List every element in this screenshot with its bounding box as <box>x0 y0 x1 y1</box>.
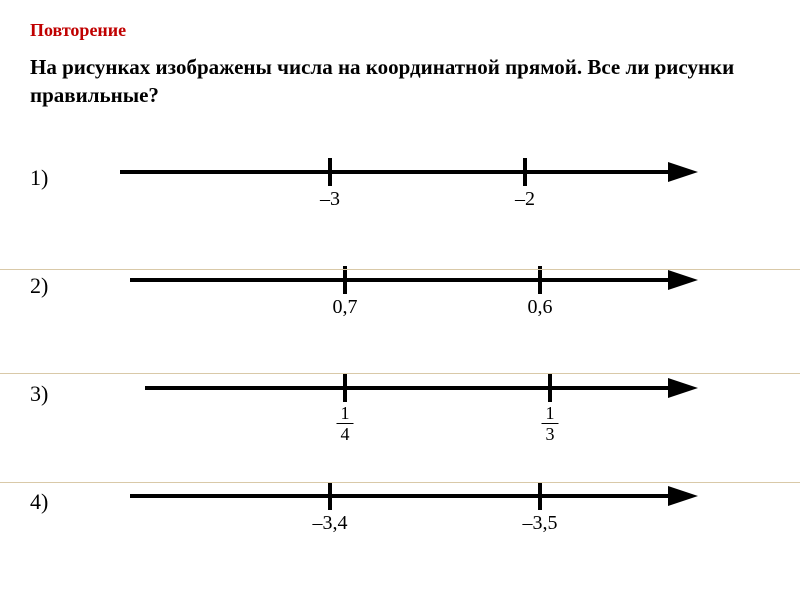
number-line-row: 2) 0,7 0,6 <box>30 248 770 348</box>
tick-label: –2 <box>515 188 535 211</box>
number-line-row: 3) 14 13 <box>30 356 770 456</box>
row-label: 1) <box>30 165 48 191</box>
number-lines-container: 1) –3 –2 2) 0,7 0,6 3) 14 13 4) –3,4 –3,5 <box>30 140 770 564</box>
tick-label: 0,6 <box>528 296 553 319</box>
tick-label: –3,4 <box>313 512 348 535</box>
divider-line <box>0 269 800 270</box>
divider-line <box>0 373 800 374</box>
divider-line <box>0 482 800 483</box>
fraction: 13 <box>542 404 559 443</box>
tick-label: 14 <box>337 402 354 443</box>
tick-label: 0,7 <box>333 296 358 319</box>
question-text: На рисунках изображены числа на координа… <box>30 53 770 110</box>
number-line <box>120 140 720 210</box>
row-label: 4) <box>30 489 48 515</box>
number-line-row: 1) –3 –2 <box>30 140 770 240</box>
tick-label: –3,5 <box>523 512 558 535</box>
number-line <box>120 464 720 534</box>
tick-label: 13 <box>542 402 559 443</box>
number-line <box>120 356 720 426</box>
row-label: 2) <box>30 273 48 299</box>
section-label: Повторение <box>30 20 770 41</box>
fraction: 14 <box>337 404 354 443</box>
row-label: 3) <box>30 381 48 407</box>
tick-label: –3 <box>320 188 340 211</box>
number-line <box>120 248 720 318</box>
number-line-row: 4) –3,4 –3,5 <box>30 464 770 564</box>
